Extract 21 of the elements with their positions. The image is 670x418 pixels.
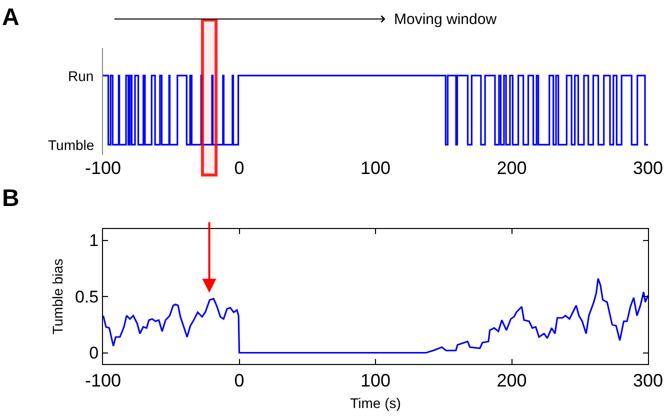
line-series — [103, 278, 648, 354]
x-tick-label: 0 — [234, 370, 244, 391]
chart-title: A — [2, 4, 20, 31]
text: Tumble — [48, 137, 94, 153]
x-tick-label: 200 — [496, 370, 527, 391]
x-tick-label: 300 — [632, 370, 664, 391]
x-tick-label: 200 — [496, 158, 527, 178]
x-tick-label: -100 — [84, 158, 122, 178]
x-tick-label: -100 — [84, 370, 122, 391]
y-tick-label: 1 — [89, 231, 99, 250]
chart-title: B — [2, 185, 20, 212]
x-tick-label: 0 — [234, 158, 244, 178]
y-tick-label: 0.5 — [74, 287, 99, 306]
text: Run — [68, 68, 94, 84]
x-tick-label: 300 — [632, 158, 664, 178]
text: Moving window — [394, 11, 497, 28]
x-axis-title: Time (s) — [350, 394, 401, 411]
y-axis-title: Tumble bias — [50, 258, 66, 334]
x-tick-label: 100 — [360, 158, 391, 178]
x-tick-label: 100 — [360, 370, 391, 391]
y-tick-label: 0 — [89, 344, 99, 363]
